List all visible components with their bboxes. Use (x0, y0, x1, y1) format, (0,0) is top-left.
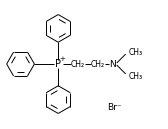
Text: CH₃: CH₃ (129, 48, 143, 57)
Text: CH₂: CH₂ (71, 59, 85, 68)
Text: +: + (59, 56, 65, 62)
Text: Br⁻: Br⁻ (107, 103, 122, 112)
Text: P: P (55, 59, 61, 69)
Text: N: N (109, 59, 116, 68)
Text: CH₂: CH₂ (91, 59, 105, 68)
Text: CH₃: CH₃ (129, 72, 143, 81)
